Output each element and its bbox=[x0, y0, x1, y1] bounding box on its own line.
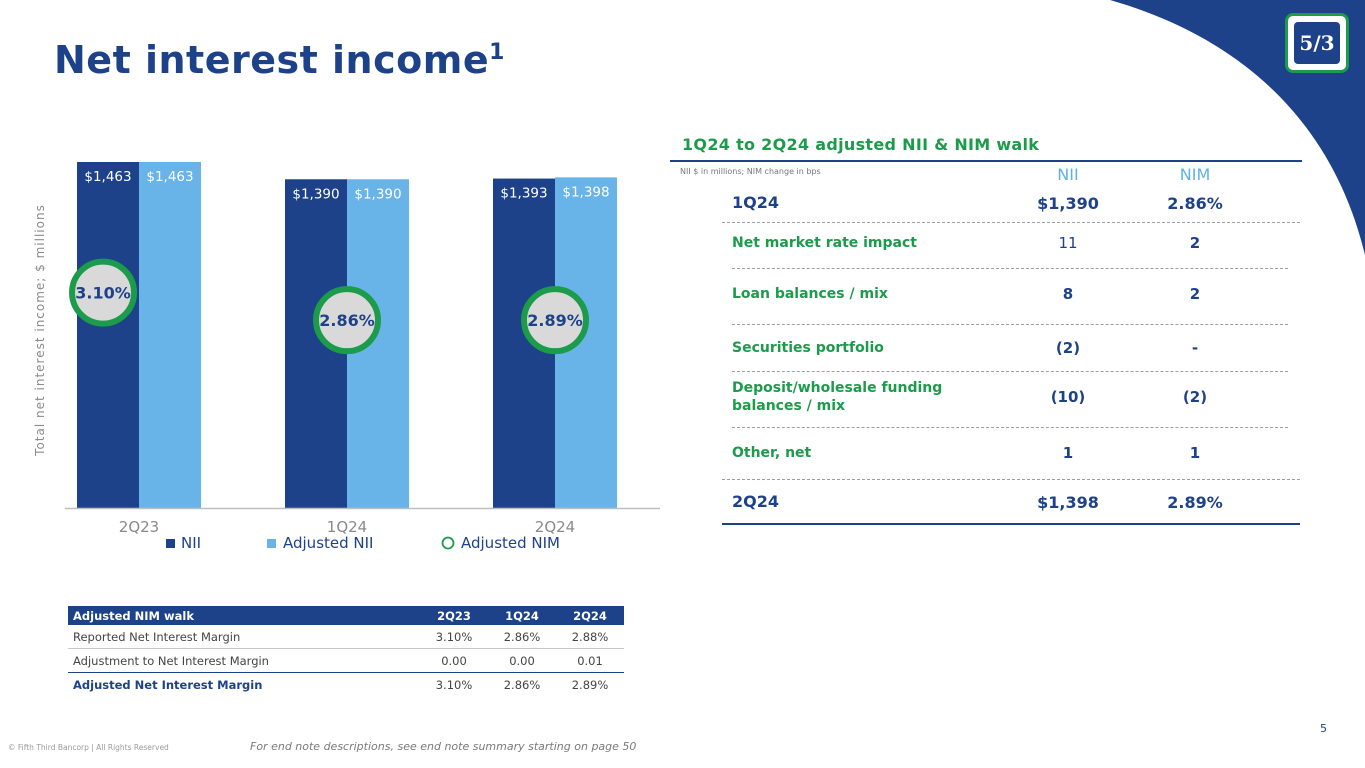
walk-divider bbox=[722, 222, 1300, 223]
table-cell: Adjustment to Net Interest Margin bbox=[68, 648, 420, 673]
endnote-text: For end note descriptions, see end note … bbox=[250, 740, 637, 753]
nim-marker bbox=[313, 286, 381, 355]
walk-row-label: Net market rate impact bbox=[732, 235, 917, 251]
walk-header-nim: NIM bbox=[1179, 165, 1211, 184]
bar-value-label: $1,463 bbox=[84, 169, 131, 185]
walk-row-nim: 2 bbox=[1189, 285, 1201, 303]
walk-end-label: 2Q24 bbox=[732, 492, 779, 511]
walk-bottom-rule bbox=[722, 523, 1300, 525]
table-header-cell: 2Q24 bbox=[556, 606, 624, 625]
x-tick-label: 2Q24 bbox=[535, 518, 575, 536]
bar-nii bbox=[77, 162, 139, 508]
legend-label: NII bbox=[181, 534, 201, 552]
walk-divider bbox=[732, 427, 1288, 428]
table-row: Adjusted Net Interest Margin 3.10% 2.86%… bbox=[68, 673, 624, 697]
walk-start-label: 1Q24 bbox=[732, 193, 779, 212]
walk-row-nii: (10) bbox=[1050, 388, 1086, 406]
copyright-text: © Fifth Third Bancorp | All Rights Reser… bbox=[8, 743, 169, 752]
table-cell: 2.86% bbox=[503, 677, 541, 692]
nii-bar-chart: $1,463 $1,463 2Q23 3.10% $1,390 $1,390 1Q24 2.8… bbox=[65, 162, 660, 552]
walk-row-label: Loan balances / mix bbox=[732, 286, 888, 302]
walk-divider bbox=[732, 268, 1288, 269]
table-header-cell: 2Q23 bbox=[420, 606, 488, 625]
table-cell: 0.00 bbox=[420, 648, 488, 673]
walk-title: 1Q24 to 2Q24 adjusted NII & NIM walk bbox=[682, 135, 1040, 154]
walk-divider bbox=[732, 371, 1288, 372]
nim-marker bbox=[69, 258, 138, 327]
walk-end-nii: $1,398 bbox=[1037, 493, 1099, 512]
walk-start-nii: $1,390 bbox=[1037, 194, 1099, 213]
table-cell: Reported Net Interest Margin bbox=[68, 625, 420, 649]
table-cell: 2.89% bbox=[571, 677, 609, 692]
legend-swatch-adjusted-nim bbox=[441, 536, 455, 550]
walk-row-nii: 8 bbox=[1062, 285, 1074, 303]
bar-value-label: $1,390 bbox=[354, 186, 401, 202]
bar-value-label: $1,463 bbox=[146, 169, 193, 185]
legend-label: Adjusted NII bbox=[283, 534, 373, 552]
walk-end-nim: 2.89% bbox=[1167, 493, 1223, 512]
table-header-row: Adjusted NIM walk 2Q23 1Q24 2Q24 bbox=[68, 606, 624, 625]
nim-marker bbox=[521, 286, 589, 355]
x-tick-label: 1Q24 bbox=[327, 518, 367, 536]
logo-mark: 5/3 bbox=[1294, 22, 1340, 64]
title-footnote: 1 bbox=[489, 40, 505, 65]
table-cell: 0.01 bbox=[556, 648, 624, 673]
nim-value-label: 2.86% bbox=[319, 311, 375, 330]
walk-row-nii: 1 bbox=[1062, 444, 1074, 462]
table-cell: Adjusted Net Interest Margin bbox=[73, 677, 263, 692]
walk-row-label: Other, net bbox=[732, 445, 812, 461]
walk-row-nim: - bbox=[1191, 339, 1199, 357]
walk-row-nii: (2) bbox=[1055, 339, 1081, 357]
walk-row-label: Deposit/wholesale funding balances / mix bbox=[732, 380, 943, 414]
table-cell: 3.10% bbox=[420, 625, 488, 649]
table-header-cell: 1Q24 bbox=[488, 606, 556, 625]
company-logo: 5/3 bbox=[1285, 13, 1349, 73]
legend-label: Adjusted NIM bbox=[461, 534, 560, 552]
adjusted-nim-table: Adjusted NIM walk 2Q23 1Q24 2Q24 Reporte… bbox=[68, 606, 624, 696]
table-row: Adjustment to Net Interest Margin 0.00 0… bbox=[68, 648, 624, 673]
table-header-cell: Adjusted NIM walk bbox=[68, 606, 420, 625]
walk-header-nii: NII bbox=[1057, 165, 1079, 184]
x-tick-label: 2Q23 bbox=[119, 518, 159, 536]
walk-start-nim: 2.86% bbox=[1167, 194, 1223, 213]
table-cell: 3.10% bbox=[435, 677, 473, 692]
bar-value-label: $1,398 bbox=[562, 184, 609, 200]
walk-row-nii: 11 bbox=[1058, 234, 1078, 252]
walk-row-nim: (2) bbox=[1182, 388, 1208, 406]
legend-swatch-nii bbox=[166, 539, 175, 548]
table-cell: 2.88% bbox=[556, 625, 624, 649]
legend-swatch-adjusted-nii bbox=[267, 539, 276, 548]
bar-adjusted-nii bbox=[139, 162, 201, 508]
walk-divider bbox=[732, 324, 1288, 325]
bar-value-label: $1,393 bbox=[500, 186, 547, 202]
table-cell: 2.86% bbox=[488, 625, 556, 649]
walk-row-label: Securities portfolio bbox=[732, 340, 884, 356]
walk-subtitle: NII $ in millions; NIM change in bps bbox=[680, 167, 821, 176]
nim-value-label: 3.10% bbox=[75, 284, 131, 303]
table-row: Reported Net Interest Margin 3.10% 2.86%… bbox=[68, 625, 624, 649]
page-title: Net interest income1 bbox=[54, 38, 505, 82]
bar-value-label: $1,390 bbox=[292, 186, 339, 202]
walk-row-nim: 2 bbox=[1189, 234, 1201, 252]
table-cell: 0.00 bbox=[488, 648, 556, 673]
walk-top-rule bbox=[670, 160, 1302, 162]
nim-value-label: 2.89% bbox=[527, 311, 583, 330]
page-number: 5 bbox=[1320, 722, 1327, 735]
walk-divider bbox=[722, 479, 1300, 480]
walk-row-nim: 1 bbox=[1189, 444, 1201, 462]
